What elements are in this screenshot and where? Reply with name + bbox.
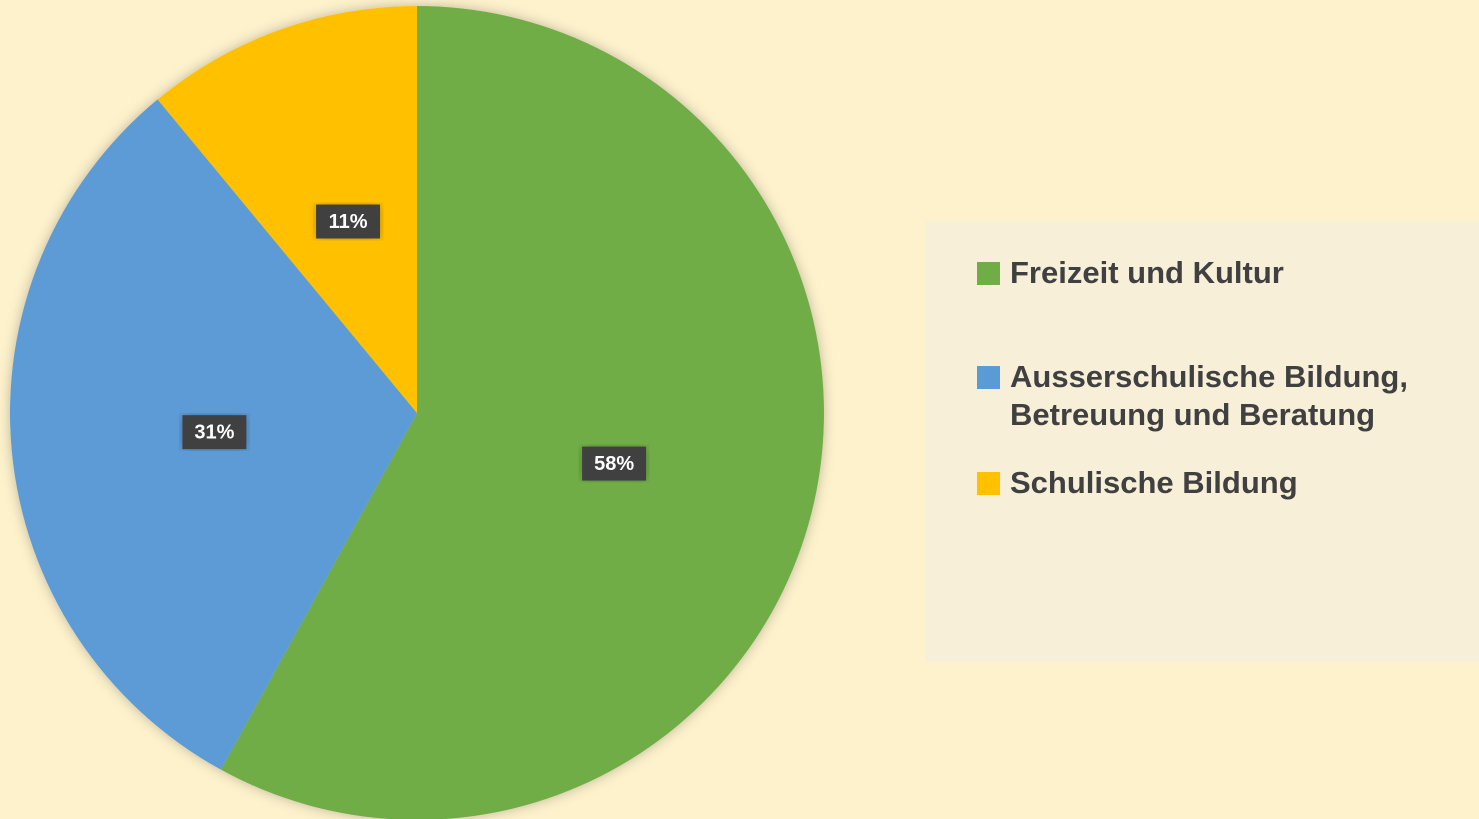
pie: [9, 6, 824, 819]
legend-swatch: [977, 472, 1000, 495]
data-label: 31%: [194, 421, 234, 443]
legend-label: Ausserschulische Bildung, Betreuung und …: [1010, 359, 1408, 432]
legend-swatch: [977, 366, 1000, 389]
pie-slice: [220, 6, 824, 819]
legend-label: Schulische Bildung: [1010, 465, 1298, 500]
legend-item: Freizeit und Kultur: [977, 254, 1457, 292]
chart: 58% 31% 11%: [9, 6, 824, 819]
legend: Freizeit und Kultur Ausserschulische Bild…: [925, 222, 1479, 662]
legend-item: Schulische Bildung: [977, 464, 1457, 502]
legend-swatch: [977, 262, 1000, 285]
data-label: 11%: [329, 211, 368, 233]
data-label-box: [316, 204, 381, 239]
data-label-box: [182, 415, 247, 450]
legend-label: Freizeit und Kultur: [1010, 255, 1284, 290]
data-label-box: [582, 446, 647, 481]
legend-item: Ausserschulische Bildung, Betreuung und …: [977, 358, 1457, 434]
data-label: 58%: [594, 453, 634, 475]
pie-slice: [157, 6, 418, 413]
